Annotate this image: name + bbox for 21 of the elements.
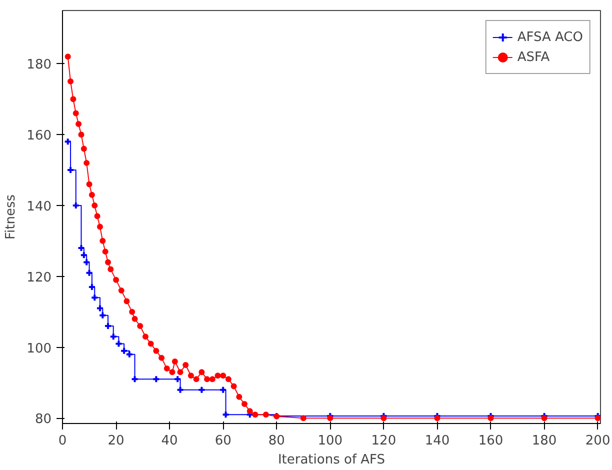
y-tick-label: 120 [26, 270, 52, 286]
y-tick-label: 180 [26, 58, 52, 73]
legend-label: ASFA [517, 50, 550, 64]
y-tick-label: 100 [26, 341, 52, 356]
x-tick-label: 140 [424, 434, 450, 448]
legend-label: AFSA ACO [517, 30, 583, 44]
x-tick-label: 0 [58, 434, 67, 448]
x-tick-label: 120 [371, 434, 396, 448]
y-tick-label: 140 [26, 199, 52, 214]
x-tick-label: 180 [532, 434, 557, 448]
y-axis-title: Fitness [4, 194, 19, 240]
x-tick-label: 60 [214, 434, 232, 448]
y-tick-label: 160 [26, 128, 52, 144]
x-axis-title: Iterations of AFS [278, 452, 386, 468]
x-tick-label: 40 [161, 434, 178, 448]
x-tick-label: 160 [478, 434, 504, 448]
x-tick-label: 80 [268, 434, 285, 448]
x-tick-label: 20 [108, 434, 124, 448]
y-tick-label: 80 [34, 412, 52, 428]
x-tick-label: 100 [318, 434, 343, 448]
x-tick-label: 200 [585, 434, 610, 448]
